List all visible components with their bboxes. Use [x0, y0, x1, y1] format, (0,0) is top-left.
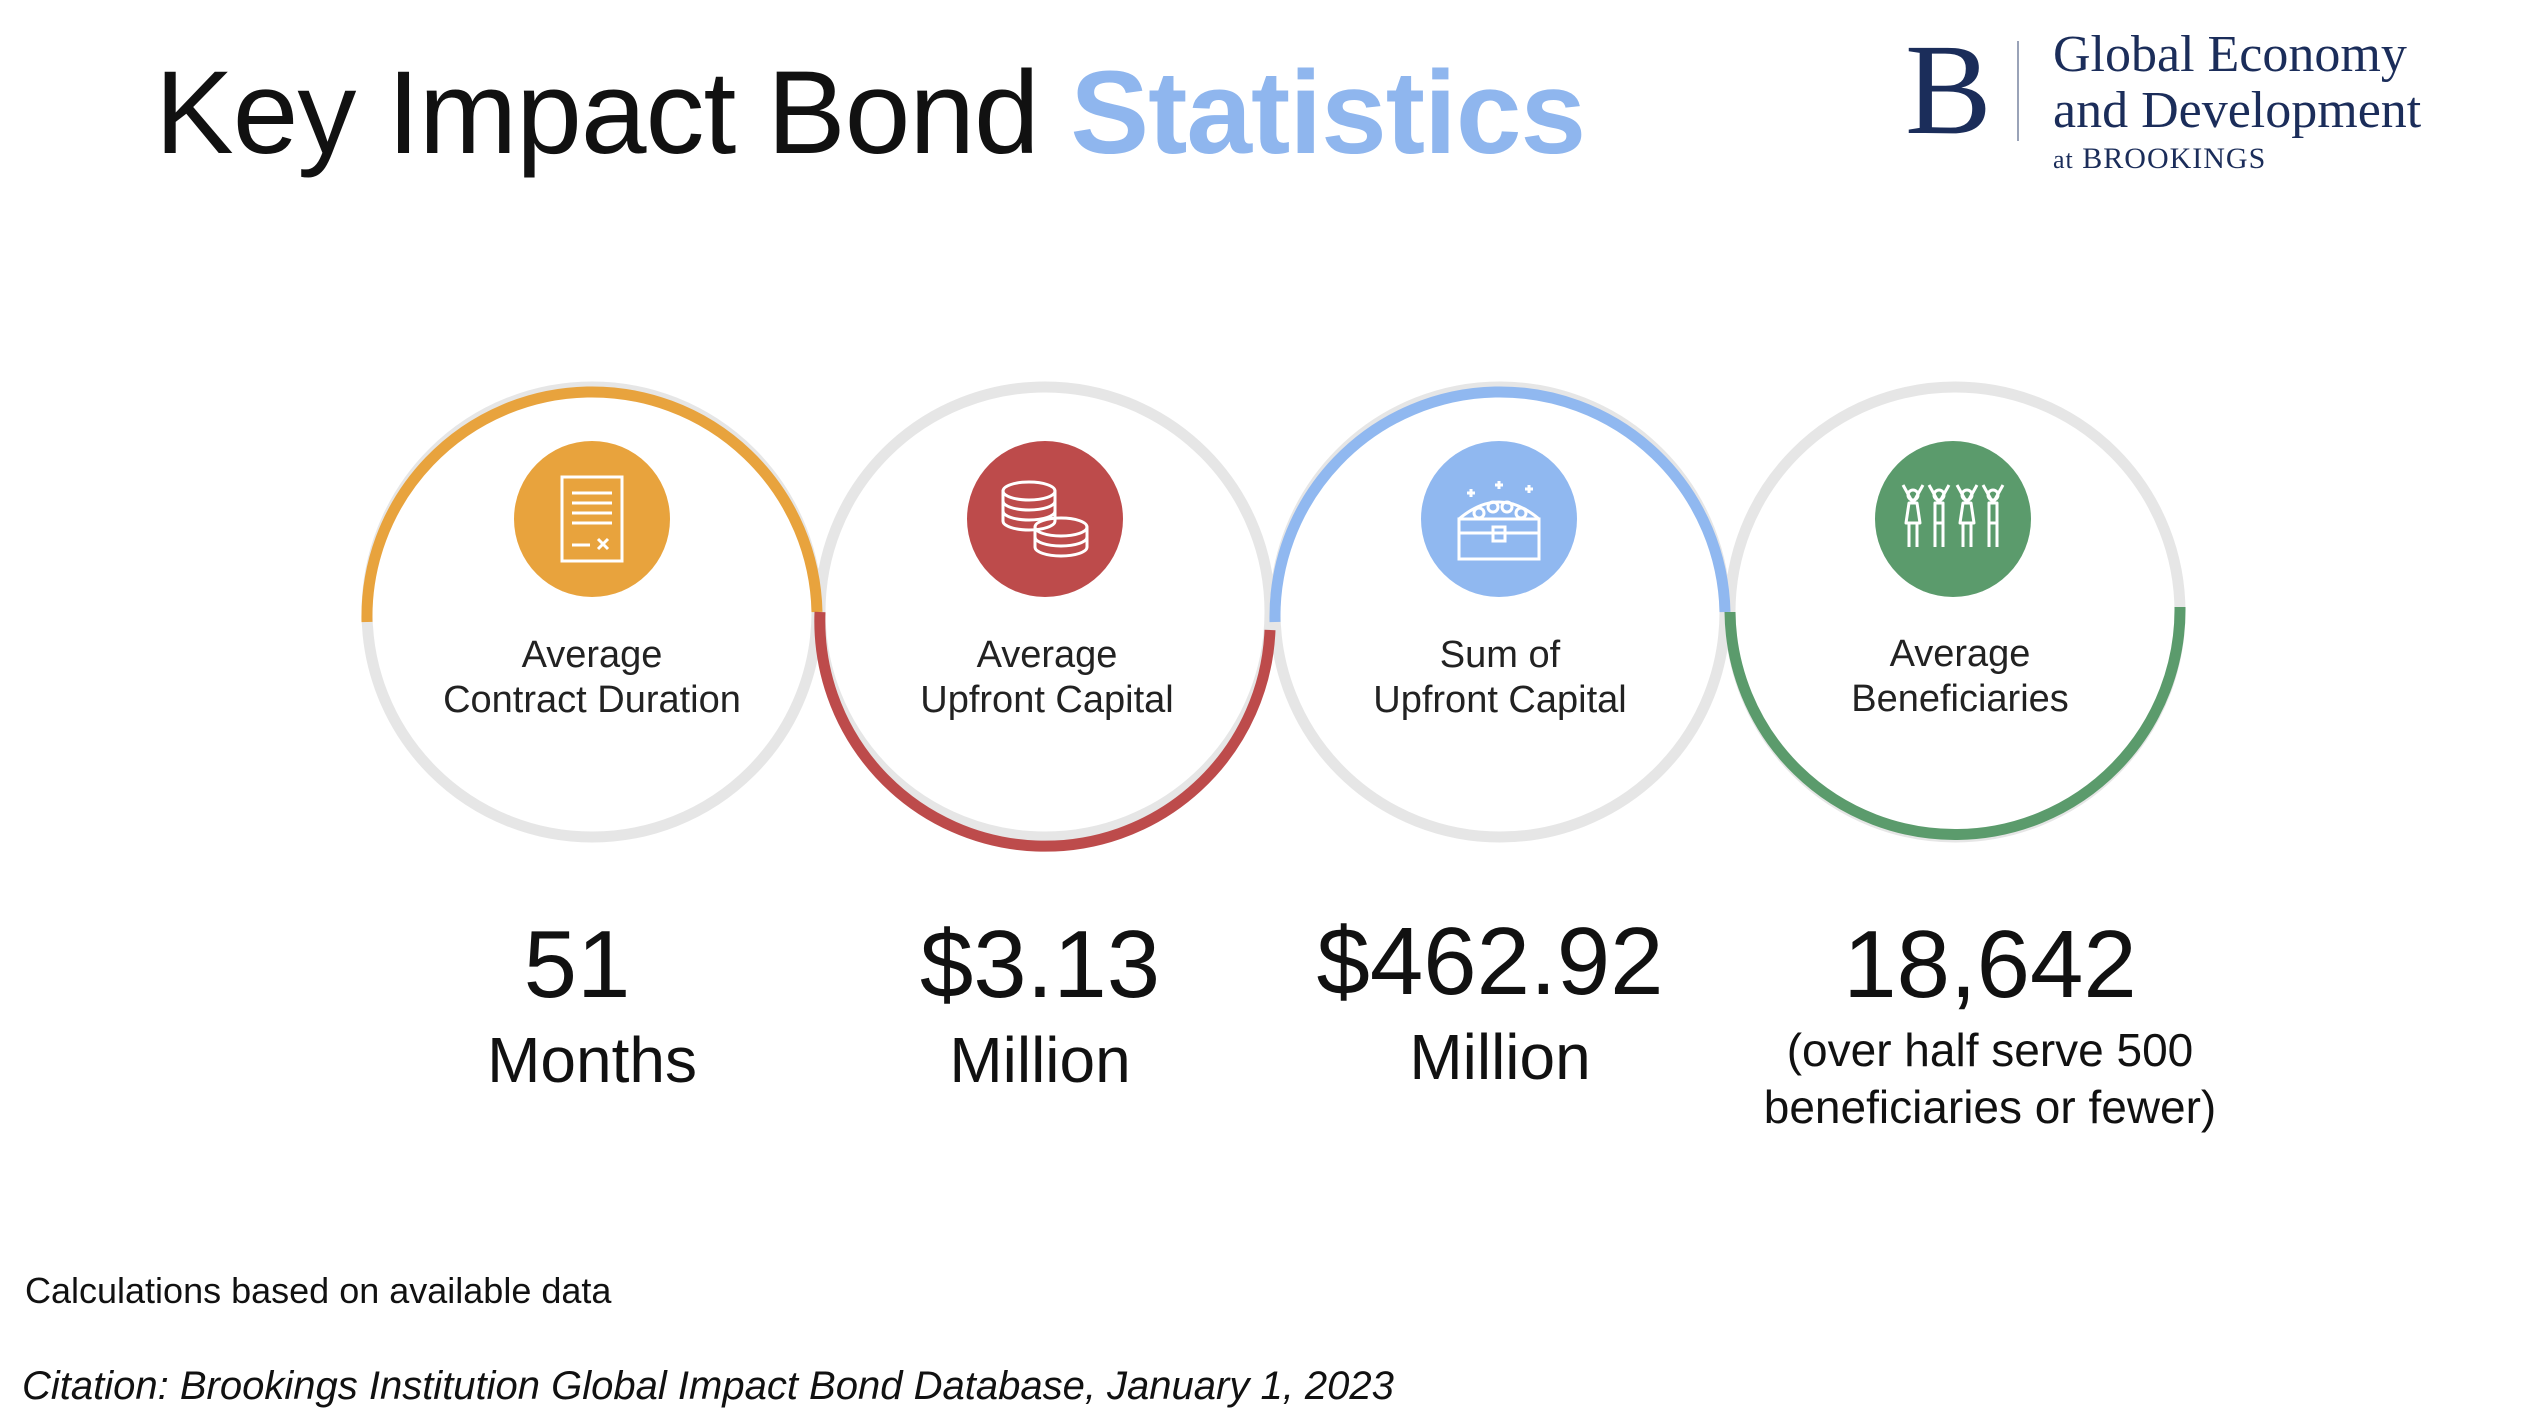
coin-stacks-icon	[967, 441, 1123, 597]
stat-1-value: 51	[523, 911, 631, 1018]
brookings-logo: B Global Economy and Development at BROO…	[1905, 25, 2495, 195]
stat-4-label: Average Beneficiaries	[1760, 632, 2160, 722]
stat-1-label-line-1: Average	[521, 634, 663, 676]
logo-divider	[2017, 41, 2019, 141]
citation: Citation: Brookings Institution Global I…	[22, 1364, 1394, 1408]
contract-document-icon	[514, 441, 670, 597]
stat-4-label-line-1: Average	[1889, 633, 2031, 675]
ring-2-arc	[814, 611, 1276, 852]
stat-4-value: 18,642	[1843, 911, 2137, 1018]
stat-1-unit: Months	[487, 1024, 697, 1096]
stat-4-note-line-1: (over half serve 500	[1786, 1024, 2194, 1076]
people-celebrating-icon	[1875, 441, 2031, 597]
title-main: Key Impact Bond	[155, 47, 1040, 179]
logo-line-1: Global Economy	[2053, 26, 2407, 83]
logo-at: at	[2053, 145, 2074, 174]
logo-org: BROOKINGS	[2082, 142, 2267, 175]
stat-3-label-line-1: Sum of	[1439, 634, 1561, 676]
logo-line-2: and Development	[2053, 82, 2422, 139]
stat-4-label-line-2: Beneficiaries	[1851, 678, 2069, 720]
stat-4-note-line-2: beneficiaries or fewer)	[1763, 1081, 2217, 1133]
stat-2-value: $3.13	[919, 911, 1161, 1018]
logo-letter: B	[1905, 18, 1992, 162]
stat-2-label: Average Upfront Capital	[847, 633, 1247, 723]
stat-2-label-line-1: Average	[976, 634, 1118, 676]
stat-1-label-line-2: Contract Duration	[443, 679, 741, 721]
page-title: Key Impact Bond Statistics	[155, 45, 1586, 181]
ring-1-arc	[361, 386, 823, 623]
title-accent: Statistics	[1070, 47, 1586, 179]
ring-3-arc	[1269, 386, 1731, 623]
stat-3-value: $462.92	[1316, 908, 1664, 1015]
footnote: Calculations based on available data	[25, 1270, 612, 1311]
logo-line-3: at BROOKINGS	[2053, 139, 2421, 180]
stat-4-note: (over half serve 500 beneficiaries or fe…	[1710, 1022, 2270, 1136]
stat-2-unit: Million	[949, 1024, 1131, 1096]
stat-2-label-line-2: Upfront Capital	[920, 679, 1174, 721]
stat-3-unit: Million	[1409, 1021, 1591, 1093]
logo-wordmark: Global Economy and Development at BROOKI…	[2053, 27, 2421, 180]
stat-1-label: Average Contract Duration	[392, 633, 792, 723]
ring-4-arc	[1724, 606, 2186, 840]
stat-3-label: Sum of Upfront Capital	[1300, 633, 1700, 723]
treasure-chest-icon	[1421, 441, 1577, 597]
stat-3-label-line-2: Upfront Capital	[1373, 679, 1627, 721]
